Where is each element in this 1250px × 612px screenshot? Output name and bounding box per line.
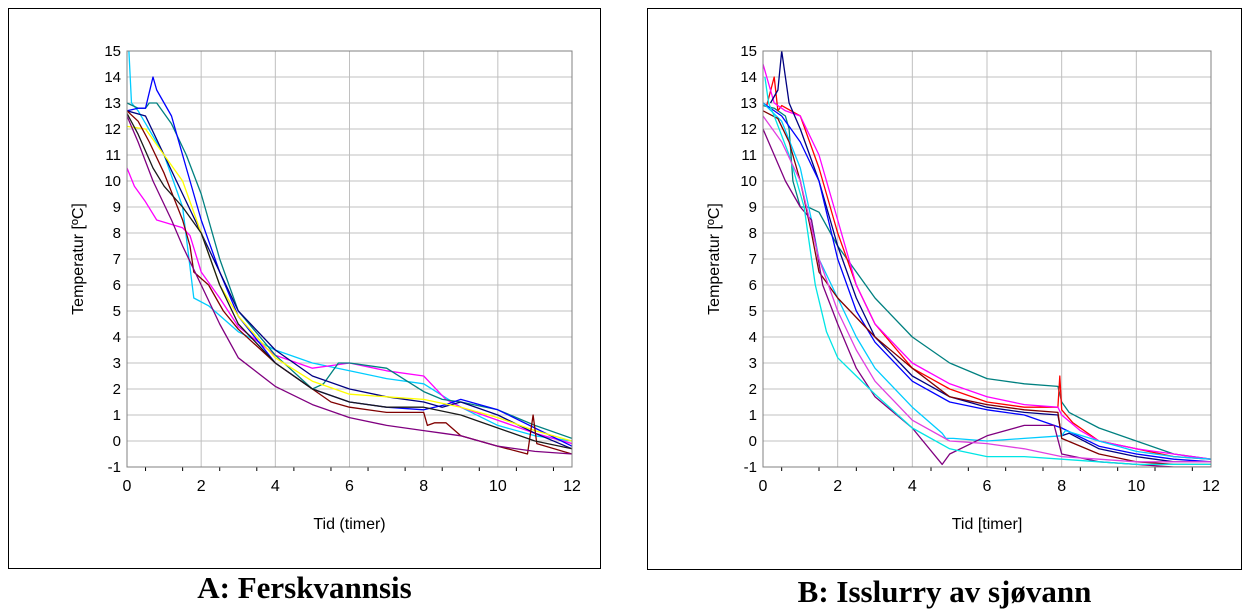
y-tick-label: 2	[113, 381, 121, 398]
y-tick-label: 5	[749, 303, 757, 320]
x-tick-label: 12	[1202, 478, 1220, 495]
y-tick-label: 8	[749, 225, 757, 242]
x-tick-label: 10	[1127, 478, 1145, 495]
y-tick-label: 9	[113, 199, 121, 216]
y-tick-label: 14	[740, 69, 757, 86]
x-tick-label: 6	[345, 478, 354, 495]
x-tick-label: 2	[833, 478, 842, 495]
y-tick-label: 6	[113, 277, 121, 294]
y-tick-label: 11	[105, 147, 121, 164]
y-tick-label: 9	[749, 199, 757, 216]
y-tick-label: 15	[104, 43, 121, 60]
y-tick-label: 3	[749, 355, 757, 372]
y-tick-label: 4	[749, 329, 757, 346]
y-tick-label: 8	[113, 225, 121, 242]
caption-b: B: Isslurry av sjøvann	[647, 574, 1242, 610]
y-tick-label: 12	[104, 121, 121, 138]
x-tick-label: 12	[563, 478, 581, 495]
y-axis-title: Temperatur [ºC]	[706, 203, 723, 315]
y-tick-label: 0	[749, 433, 757, 450]
x-axis-title: Tid (timer)	[313, 516, 385, 533]
caption-a: A: Ferskvannsis	[8, 570, 601, 606]
y-tick-label: 10	[104, 173, 121, 190]
series-line-2	[767, 77, 1211, 459]
x-tick-label: 4	[271, 478, 280, 495]
x-tick-label: 10	[489, 478, 507, 495]
chart-panel-a: 0 2 4 6 8 10 12 -1 0 1 2 3 4 5 6 7 8 9 10 11 12 13 14 15 Tid (ti…	[8, 8, 601, 569]
y-tick-label: 15	[740, 43, 757, 60]
y-tick-label: 7	[749, 251, 757, 268]
y-tick-label: 7	[113, 251, 121, 268]
y-tick-label: 13	[740, 95, 757, 112]
y-tick-label: 6	[749, 277, 757, 294]
y-tick-label: 4	[113, 329, 121, 346]
x-axis-title: Tid [timer]	[952, 516, 1023, 533]
y-tick-label: 13	[104, 95, 121, 112]
x-tick-label: 0	[123, 478, 132, 495]
x-tick-label: 2	[197, 478, 206, 495]
y-tick-label: -1	[108, 459, 121, 476]
y-tick-label: 10	[740, 173, 757, 190]
series-line-9	[765, 77, 1211, 464]
y-tick-label: 3	[113, 355, 121, 372]
x-tick-label: 8	[1057, 478, 1066, 495]
x-tick-label: 8	[419, 478, 428, 495]
y-axis-title: Temperatur [ºC]	[70, 203, 87, 315]
y-tick-label: 11	[741, 147, 757, 164]
y-tick-label: 5	[113, 303, 121, 320]
y-tick-label: 12	[740, 121, 757, 138]
y-tick-label: -1	[744, 459, 757, 476]
chart-panel-b: 0 2 4 6 8 10 12 -1 0 1 2 3 4 5 6 7 8 9 10 11 12 13 14 15 Tid [ti…	[647, 8, 1242, 570]
y-tick-label: 2	[749, 381, 757, 398]
x-tick-label: 6	[983, 478, 992, 495]
x-tick-label: 4	[908, 478, 917, 495]
y-tick-label: 0	[113, 433, 121, 450]
y-tick-label: 1	[749, 407, 757, 424]
y-tick-label: 14	[104, 69, 121, 86]
y-tick-label: 1	[113, 407, 121, 424]
series-line-1	[129, 51, 572, 441]
x-tick-label: 0	[759, 478, 768, 495]
